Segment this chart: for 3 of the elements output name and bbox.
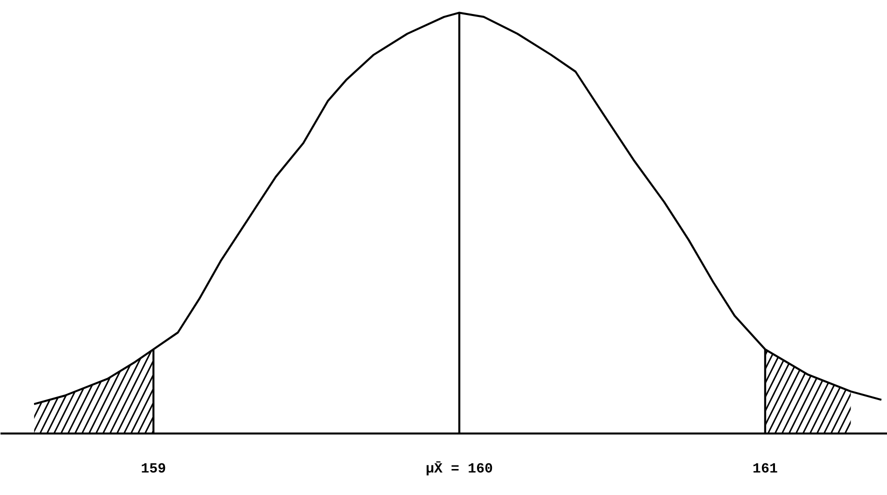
x-tick-label: 161 xyxy=(752,462,778,478)
x-tick-label: 159 xyxy=(140,462,166,478)
x-tick-label: μX̄ = 160 xyxy=(426,460,493,478)
